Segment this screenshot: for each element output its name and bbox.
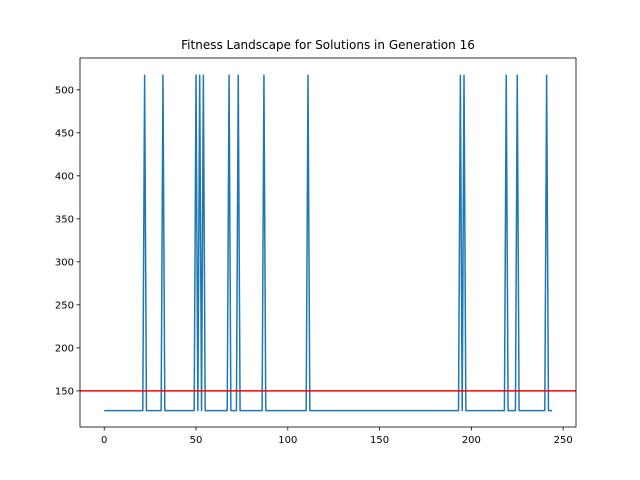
y-axis: 150 200 250 300 350 400 450 500: [55, 85, 80, 397]
chart-title: Fitness Landscape for Solutions in Gener…: [181, 38, 475, 52]
y-tick-label: 200: [55, 343, 74, 354]
x-tick-label: 100: [278, 435, 297, 446]
y-tick-label: 500: [55, 85, 74, 96]
x-tick-label: 250: [554, 435, 573, 446]
axes-frame: [79, 57, 577, 428]
x-tick-label: 150: [370, 435, 389, 446]
y-tick-label: 300: [55, 257, 74, 268]
x-tick-label: 0: [101, 435, 107, 446]
x-tick-label: 50: [190, 435, 203, 446]
series-line-0: [104, 74, 553, 412]
y-tick-label: 250: [55, 300, 74, 311]
y-tick-label: 450: [55, 128, 74, 139]
plot-area: [80, 74, 576, 412]
y-tick-label: 400: [55, 171, 74, 182]
x-tick-label: 200: [462, 435, 481, 446]
x-axis: 0 50 100 150 200 250: [101, 427, 573, 446]
y-tick-label: 350: [55, 214, 74, 225]
y-tick-label: 150: [55, 386, 74, 397]
